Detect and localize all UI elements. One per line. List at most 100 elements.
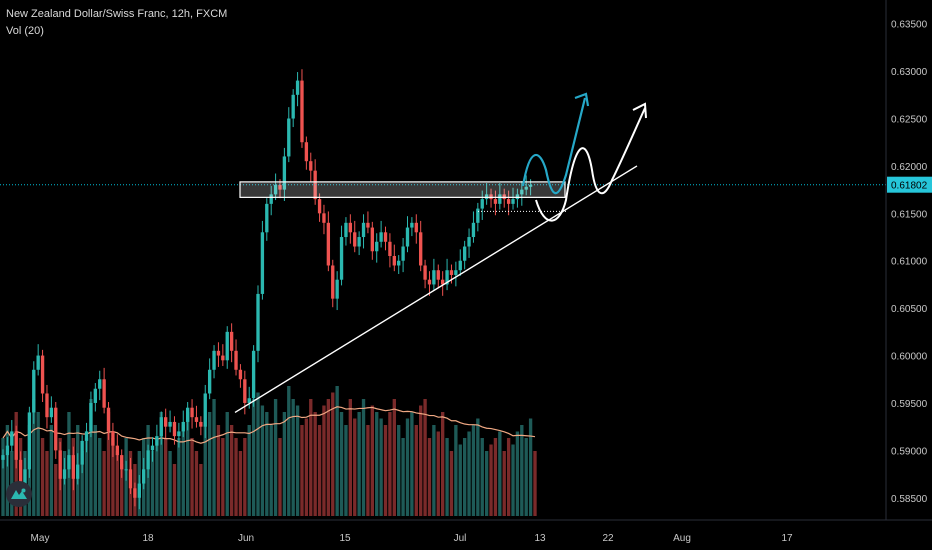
candle-body: [159, 417, 163, 437]
volume-bar: [199, 464, 203, 516]
volume-bar: [397, 425, 401, 516]
volume-bar: [449, 451, 454, 516]
candle-body: [164, 417, 168, 427]
candle-body: [480, 199, 484, 209]
volume-bar: [502, 451, 506, 516]
volume-bar: [304, 418, 309, 516]
candle-body: [49, 407, 54, 418]
candle-body: [331, 265, 335, 299]
y-tick-label: 0.60000: [891, 352, 928, 363]
candle-body: [76, 464, 80, 479]
resistance-zone: [239, 181, 566, 198]
volume-bar: [467, 431, 471, 516]
volume-bar: [32, 399, 36, 516]
volume-bar: [313, 412, 317, 516]
volume-bar: [256, 392, 260, 516]
volume-bar: [339, 412, 344, 516]
candle-body: [84, 431, 89, 441]
y-tick-label: 0.58500: [891, 494, 928, 505]
volume-bar: [471, 425, 476, 516]
volume-bar: [511, 444, 515, 516]
candle-body: [120, 455, 124, 470]
volume-bar: [436, 431, 440, 516]
tradingview-logo-icon[interactable]: [6, 481, 32, 507]
volume-bar: [102, 451, 106, 516]
y-tick-label: 0.63000: [891, 67, 928, 78]
candle-body: [493, 199, 498, 204]
volume-ma-line: [2, 406, 536, 444]
candle-body: [524, 186, 528, 190]
x-tick-label: 15: [339, 533, 351, 544]
candle-body: [14, 431, 18, 460]
volume-bar: [357, 412, 361, 516]
volume-bar: [506, 438, 511, 516]
volume-bar: [480, 438, 484, 516]
volume-bar: [388, 412, 392, 516]
candle-body: [366, 222, 370, 228]
candle-body: [357, 237, 361, 247]
volume-bar: [291, 399, 295, 516]
candle-body: [361, 222, 366, 238]
volume-bar: [375, 412, 379, 516]
volume-bar: [265, 412, 269, 516]
volume-bar: [524, 438, 528, 516]
candle-body: [137, 483, 141, 498]
candle-body: [397, 260, 401, 266]
candle-body: [388, 241, 392, 256]
volume-bar: [353, 418, 357, 516]
volume-bar: [273, 399, 278, 516]
candle-body: [295, 80, 300, 95]
volume-bar: [419, 405, 423, 516]
candle-body: [207, 369, 212, 394]
volume-bar: [282, 412, 287, 516]
candle-body: [10, 431, 14, 446]
volume-bar: [106, 412, 111, 516]
candle-body: [238, 369, 243, 380]
volume-bar: [414, 425, 418, 516]
volume-bar: [515, 431, 520, 516]
volume-indicator-label[interactable]: Vol (20): [6, 25, 44, 37]
y-tick-label: 0.61500: [891, 209, 928, 220]
y-tick-label: 0.59000: [891, 446, 928, 457]
volume-bar: [164, 438, 168, 516]
candle-body: [115, 445, 119, 456]
last-price-badge: [887, 176, 932, 193]
candle-body: [221, 355, 225, 361]
volume-bar: [260, 405, 265, 516]
white-projection-path: [535, 107, 646, 222]
white-arrow-head-icon: [632, 102, 647, 119]
volume-bar: [432, 425, 436, 516]
candle-body: [32, 369, 36, 413]
candle-body: [287, 118, 291, 157]
candle-body: [379, 232, 383, 242]
candle-body: [322, 213, 326, 223]
candle-body: [89, 402, 93, 432]
last-price-label: 0.61802: [891, 181, 928, 192]
candle-body: [256, 293, 260, 351]
candle-body: [27, 412, 32, 470]
volume-bar: [221, 438, 225, 516]
candle-body: [410, 222, 414, 228]
volume-bar: [533, 451, 537, 516]
y-tick-label: 0.62000: [891, 162, 928, 173]
volume-bar: [498, 431, 502, 516]
candle-body: [317, 199, 322, 214]
candle-body: [445, 270, 449, 285]
x-tick-label: Aug: [673, 533, 691, 544]
volume-bar: [366, 425, 370, 516]
volume-bar: [309, 399, 313, 516]
volume-bar: [54, 464, 58, 516]
candle-body: [300, 80, 304, 143]
candle-body: [194, 417, 199, 422]
candle-body: [5, 445, 10, 456]
candle-body: [278, 184, 282, 190]
candle-body: [484, 194, 489, 200]
candle-body: [326, 222, 331, 266]
volume-bar: [185, 412, 190, 516]
candle-body: [462, 246, 467, 261]
symbol-title[interactable]: New Zealand Dollar/Swiss Franc, 12h, FXC…: [6, 8, 228, 20]
candle-body: [265, 203, 269, 233]
volume-bar: [238, 451, 243, 516]
volume-bar: [344, 425, 348, 516]
